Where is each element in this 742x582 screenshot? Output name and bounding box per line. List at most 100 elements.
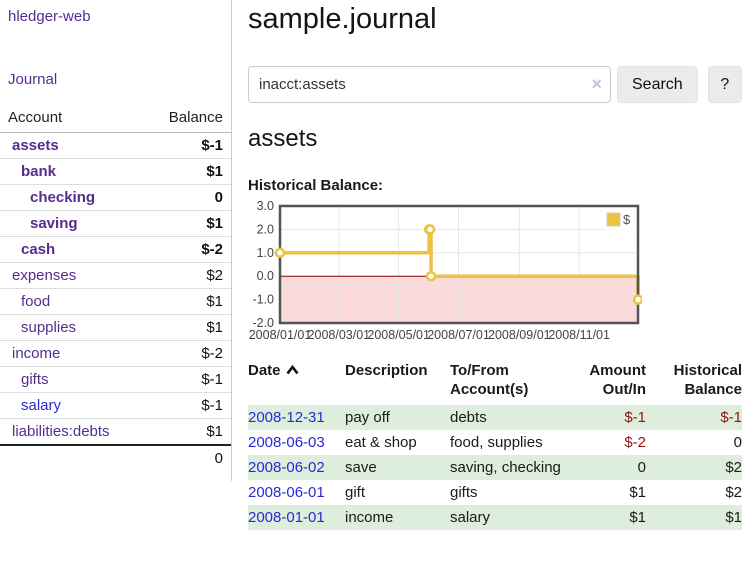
sidebar-account-balance: 0 <box>144 184 231 211</box>
register-description: gift <box>345 484 366 501</box>
register-row: 2008-06-03 eat & shop food, supplies $-2… <box>248 430 742 455</box>
sidebar-account-balance: $1 <box>144 158 231 185</box>
description-column-header: Description <box>345 362 428 379</box>
sort-ascending-icon <box>285 364 299 375</box>
balance-column-header: Balance <box>144 106 231 133</box>
register-balance: $-1 <box>646 405 742 430</box>
sidebar-account-row: income $-2 <box>0 340 231 367</box>
register-accounts: saving, checking <box>450 455 566 480</box>
sidebar-account-balance: $1 <box>144 418 231 446</box>
register-date-link[interactable]: 2008-06-01 <box>248 484 325 501</box>
sidebar-account-balance: $-2 <box>144 340 231 367</box>
svg-text:0.0: 0.0 <box>257 269 274 283</box>
svg-text:3.0: 3.0 <box>257 201 274 213</box>
date-column-header[interactable]: Date <box>248 359 345 405</box>
svg-text:2008/07/01: 2008/07/01 <box>427 328 490 342</box>
svg-text:2008/01/01: 2008/01/01 <box>249 328 312 342</box>
sidebar-total-balance: 0 <box>144 444 231 471</box>
sidebar-item-journal[interactable]: Journal <box>8 71 58 88</box>
sidebar-account-row: liabilities:debts $1 <box>0 418 231 446</box>
accounts-table-body: assets $-1 bank $1 checking 0 saving $1 … <box>0 132 231 471</box>
register-date-link[interactable]: 2008-06-03 <box>248 434 325 451</box>
sidebar-account-link[interactable]: salary <box>21 397 62 414</box>
sidebar-account-balance: $-1 <box>144 366 231 393</box>
register-row: 2008-06-01 gift gifts $1 $2 <box>248 480 742 505</box>
register-amount: $1 <box>566 505 646 530</box>
svg-text:2008/03/01: 2008/03/01 <box>308 328 371 342</box>
accounts-table: Account Balance assets $-1 bank $1 check… <box>0 106 231 471</box>
svg-text:2008/05/01: 2008/05/01 <box>367 328 430 342</box>
balance-column-header-main: Historical Balance <box>673 362 742 398</box>
sidebar-account-link[interactable]: supplies <box>21 319 77 336</box>
sidebar-account-link[interactable]: expenses <box>12 267 77 284</box>
sidebar-account-link[interactable]: income <box>12 345 61 362</box>
sidebar-account-balance: $1 <box>144 314 231 341</box>
register-balance: 0 <box>733 434 742 451</box>
clear-search-icon[interactable]: × <box>591 74 602 94</box>
register-accounts: gifts <box>450 484 478 501</box>
register-amount: $-2 <box>624 434 646 451</box>
register-date-link[interactable]: 2008-06-02 <box>248 459 325 476</box>
sidebar-account-row: cash $-2 <box>0 236 231 263</box>
app-title-link[interactable]: hledger-web <box>8 8 91 25</box>
sidebar: hledger-web Journal Account Balance asse… <box>0 0 232 481</box>
sidebar-account-link[interactable]: assets <box>12 137 59 154</box>
svg-text:2008/11/01: 2008/11/01 <box>548 328 610 342</box>
register-table-body: 2008-12-31 pay off debts $-1 $-1 2008-06… <box>248 405 742 530</box>
sidebar-account-link[interactable]: saving <box>30 215 78 232</box>
register-row: 2008-12-31 pay off debts $-1 $-1 <box>248 405 742 430</box>
svg-text:1.0: 1.0 <box>257 246 274 260</box>
search-input[interactable] <box>248 66 611 103</box>
sidebar-account-row: food $1 <box>0 288 231 315</box>
register-date-link[interactable]: 2008-12-31 <box>248 409 325 426</box>
svg-text:-1.0: -1.0 <box>252 293 274 307</box>
accounts-header-row: Account Balance <box>0 106 231 133</box>
search-button[interactable]: Search <box>617 66 698 103</box>
register-accounts: debts <box>450 405 566 430</box>
register-row: 2008-01-01 income salary $1 $1 <box>248 505 742 530</box>
sidebar-account-balance: $1 <box>144 210 231 237</box>
register-amount: 0 <box>566 455 646 480</box>
amount-column-header: Amount Out/In <box>589 362 646 398</box>
register-description: pay off <box>345 405 450 430</box>
sidebar-account-balance: $-1 <box>144 132 231 159</box>
register-balance: $2 <box>725 484 742 501</box>
svg-text:-2.0: -2.0 <box>252 316 274 330</box>
sidebar-account-row: salary $-1 <box>0 392 231 419</box>
sidebar-account-link[interactable]: checking <box>30 189 96 206</box>
main-content: sample.journal × Search ? assets Histori… <box>248 0 742 530</box>
account-section-title: assets <box>248 125 318 152</box>
sidebar-account-balance: $2 <box>144 262 231 289</box>
sidebar-account-link[interactable]: food <box>21 293 51 310</box>
tofrom-column-header: To/From Account(s) <box>450 362 529 398</box>
sidebar-account-link[interactable]: cash <box>21 241 56 258</box>
register-balance: $1 <box>646 505 742 530</box>
sidebar-account-row: expenses $2 <box>0 262 231 289</box>
help-button[interactable]: ? <box>707 66 742 103</box>
page-title: sample.journal <box>248 3 437 35</box>
register-description: save <box>345 455 450 480</box>
historical-balance-chart[interactable]: $3.0 2.0 1.0 0.0 -1.0 -2.02008/01/012008/03/0… <box>248 201 642 345</box>
register-amount: $1 <box>629 484 646 501</box>
svg-text:$: $ <box>623 212 631 227</box>
sidebar-account-row: checking 0 <box>0 184 231 211</box>
sidebar-total-row: 0 <box>0 444 231 471</box>
register-date-link[interactable]: 2008-01-01 <box>248 509 325 526</box>
register-amount: $-1 <box>566 405 646 430</box>
sidebar-account-link[interactable]: gifts <box>21 371 49 388</box>
sidebar-account-balance: $1 <box>144 288 231 315</box>
register-description: eat & shop <box>345 434 417 451</box>
register-description: income <box>345 505 450 530</box>
sidebar-account-balance: $-1 <box>144 392 231 419</box>
register-balance: $2 <box>646 455 742 480</box>
register-accounts: food, supplies <box>450 434 543 451</box>
register-table: Date Description To/From Account(s) Amou… <box>248 359 742 530</box>
sidebar-account-row: assets $-1 <box>0 132 231 159</box>
svg-text:2008/09/01: 2008/09/01 <box>488 328 551 342</box>
sidebar-account-link[interactable]: bank <box>21 163 57 180</box>
sidebar-account-row: supplies $1 <box>0 314 231 341</box>
account-column-header: Account <box>0 106 145 133</box>
sidebar-account-row: gifts $-1 <box>0 366 231 393</box>
sidebar-account-link[interactable]: liabilities:debts <box>12 423 110 440</box>
svg-text:2.0: 2.0 <box>257 222 274 236</box>
